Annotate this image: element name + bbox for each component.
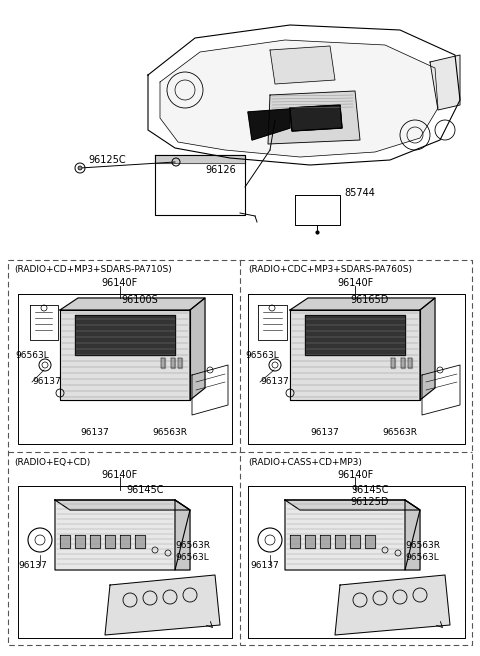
Polygon shape (248, 109, 290, 140)
Text: 96563L: 96563L (175, 552, 209, 562)
Circle shape (78, 166, 82, 170)
Polygon shape (420, 298, 435, 400)
Text: 96563R: 96563R (405, 541, 440, 550)
Polygon shape (268, 91, 360, 144)
Polygon shape (60, 298, 205, 310)
Polygon shape (285, 500, 420, 510)
Text: 96137: 96137 (18, 560, 47, 569)
Text: (RADIO+EQ+CD): (RADIO+EQ+CD) (14, 458, 90, 467)
Text: (RADIO+CD+MP3+SDARS-PA710S): (RADIO+CD+MP3+SDARS-PA710S) (14, 265, 172, 274)
Text: 96137: 96137 (260, 377, 289, 386)
Text: 96145C: 96145C (351, 485, 389, 495)
Polygon shape (60, 310, 190, 400)
Text: 96563L: 96563L (245, 350, 279, 359)
Polygon shape (290, 105, 342, 131)
Text: (RADIO+CASS+CD+MP3): (RADIO+CASS+CD+MP3) (248, 458, 362, 467)
Polygon shape (290, 105, 342, 131)
Text: 96165D: 96165D (351, 295, 389, 305)
Text: (RADIO+CDC+MP3+SDARS-PA760S): (RADIO+CDC+MP3+SDARS-PA760S) (248, 265, 412, 274)
Text: 96125D: 96125D (351, 497, 389, 507)
Text: 96140F: 96140F (102, 278, 138, 288)
Polygon shape (405, 500, 420, 570)
Text: 96140F: 96140F (337, 278, 373, 288)
Text: 96137: 96137 (81, 428, 109, 437)
Text: 96137: 96137 (311, 428, 339, 437)
Text: 96563R: 96563R (153, 428, 188, 437)
Text: 96563L: 96563L (405, 552, 439, 562)
Polygon shape (285, 500, 420, 570)
Polygon shape (55, 500, 190, 510)
Text: 96140F: 96140F (337, 470, 373, 480)
Polygon shape (160, 40, 438, 157)
Text: 96137: 96137 (250, 560, 279, 569)
Text: 96100S: 96100S (121, 295, 158, 305)
Polygon shape (290, 310, 420, 400)
Text: 96140F: 96140F (102, 470, 138, 480)
Polygon shape (335, 575, 450, 635)
Polygon shape (290, 298, 435, 310)
Text: 96137: 96137 (32, 377, 61, 386)
Polygon shape (105, 575, 220, 635)
Text: 96126: 96126 (205, 165, 236, 175)
Text: 96563R: 96563R (383, 428, 418, 437)
Text: 85744: 85744 (344, 188, 375, 198)
Text: 96145C: 96145C (126, 485, 164, 495)
Text: 96563R: 96563R (175, 541, 210, 550)
Text: 96125C: 96125C (88, 155, 126, 165)
Polygon shape (270, 46, 335, 84)
Polygon shape (175, 500, 190, 570)
Polygon shape (190, 298, 205, 400)
Polygon shape (430, 55, 460, 110)
Polygon shape (155, 155, 245, 163)
Polygon shape (55, 500, 190, 570)
Text: 96563L: 96563L (15, 350, 49, 359)
